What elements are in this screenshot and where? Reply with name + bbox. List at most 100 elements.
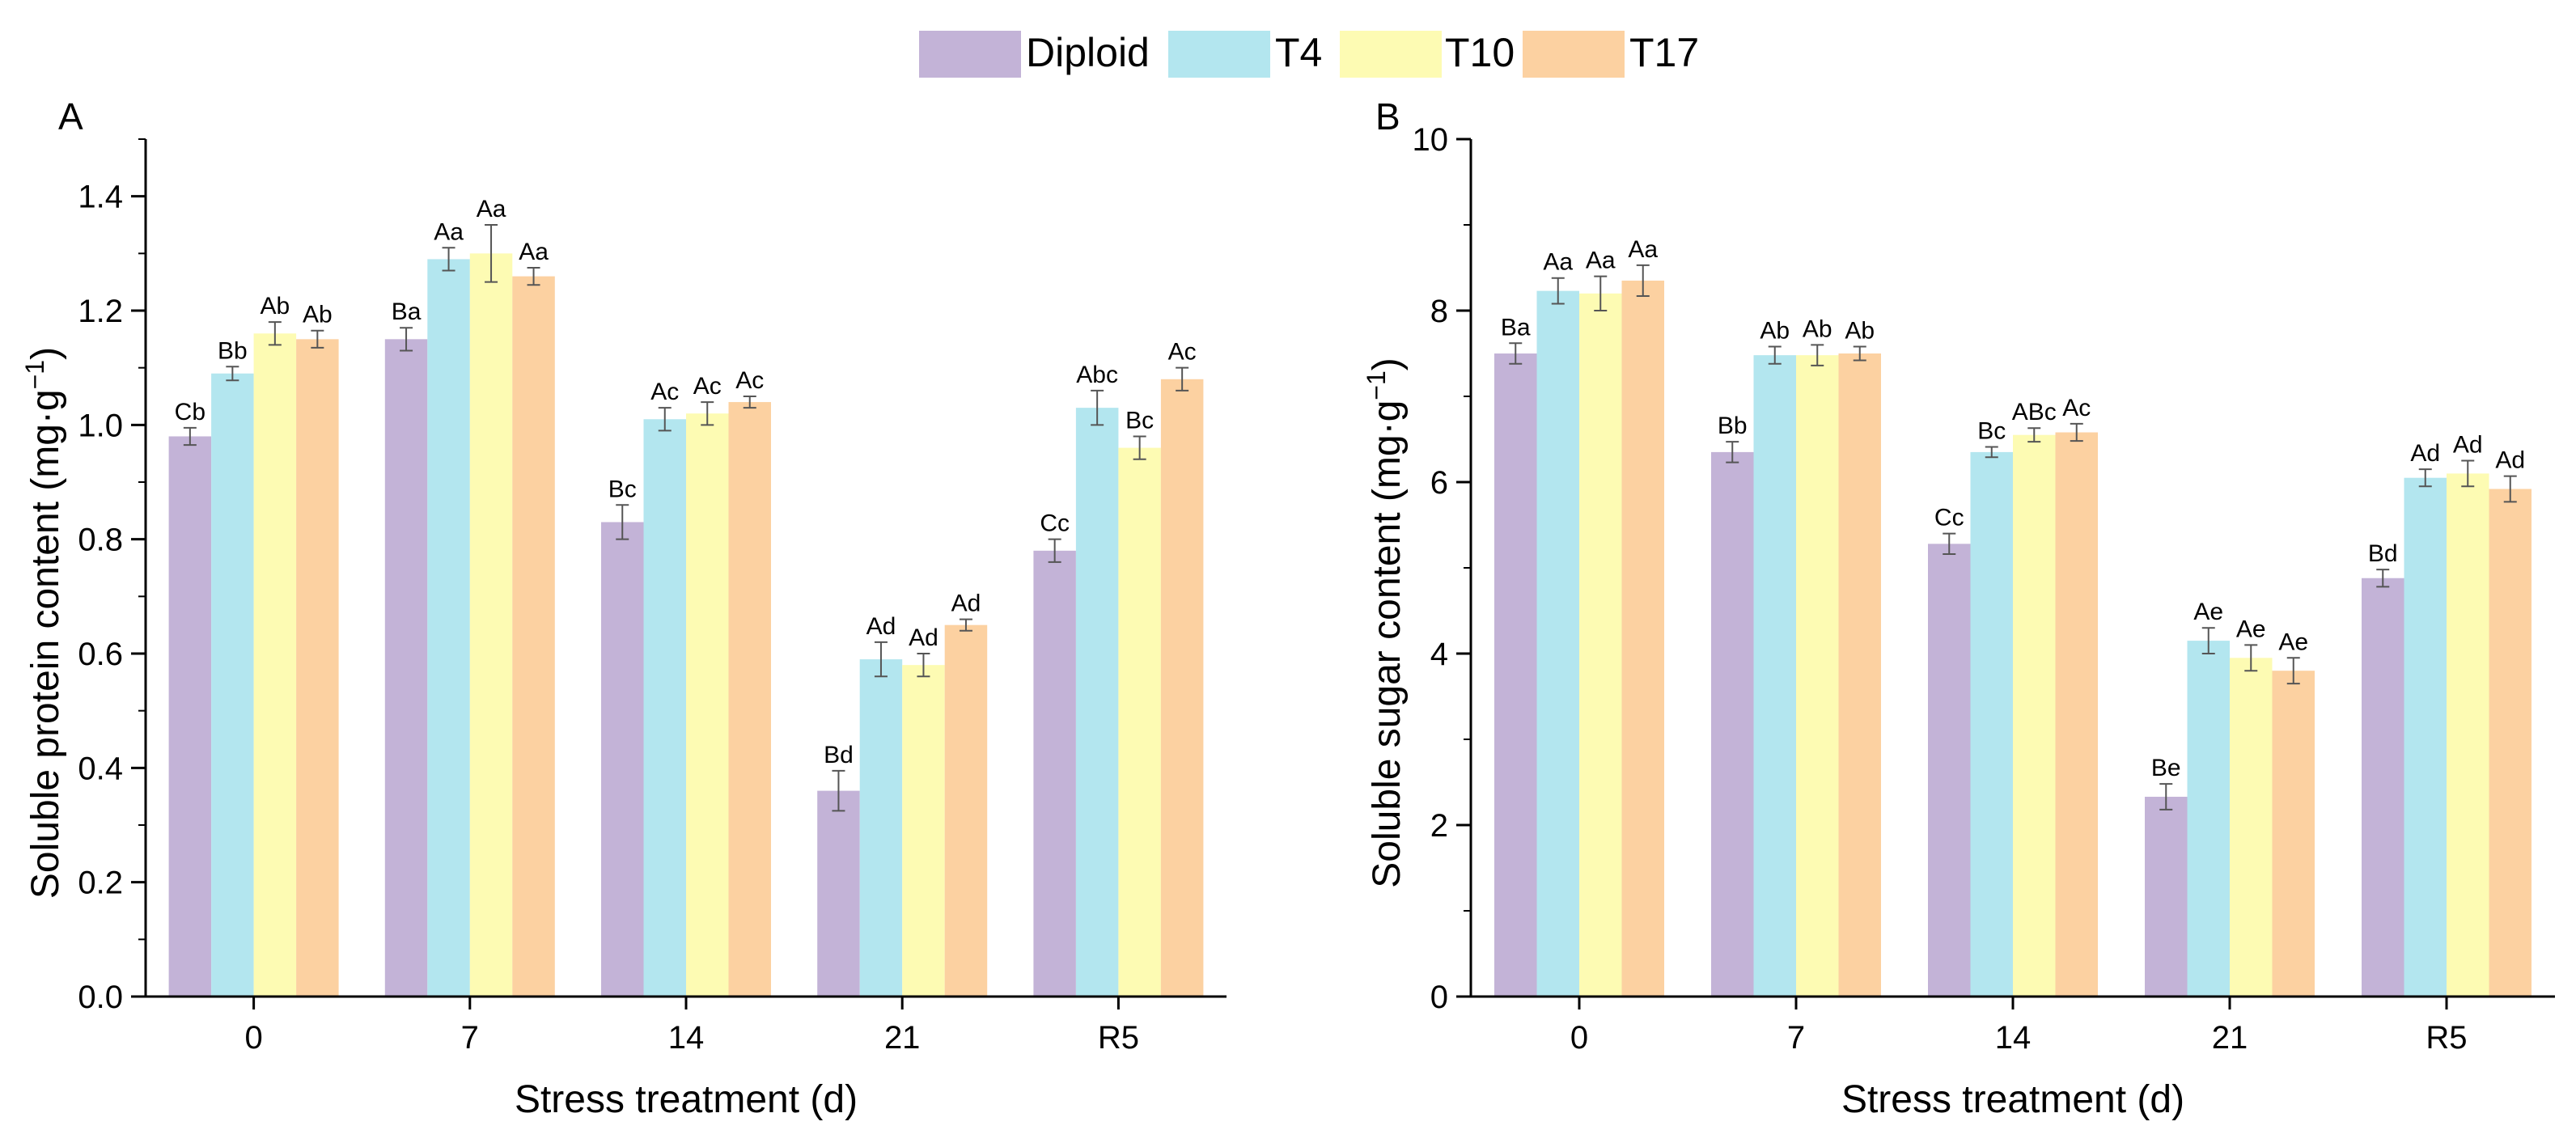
panel-a-error-bar-t10-r5	[1133, 435, 1146, 460]
panel-a-error-bar-diploid-21	[832, 769, 845, 812]
panel-a-bar-diploid-7	[384, 339, 428, 997]
panel-a: A Soluble protein content (mg·g−1) Stres…	[20, 95, 1227, 1121]
panel-b-error-bar-t10-14	[2027, 427, 2041, 443]
panel-b-bar-t17-7	[1838, 353, 1881, 997]
panel-b-bar-diploid-r5	[2362, 578, 2404, 997]
panel-b-error-bar-t17-7	[1853, 345, 1866, 362]
panel-a-error-bar-t4-21	[874, 641, 888, 678]
panel-b-sig-label-t10-21: Ae	[2236, 616, 2266, 642]
panel-a-bar-t10-0	[253, 333, 297, 997]
legend-entry-t17: T17	[1523, 30, 1699, 78]
panel-b-error-bar-t10-21	[2244, 644, 2258, 672]
panel-a-error-bar-t4-7	[442, 247, 455, 272]
panel-b-error-bar-t4-14	[1985, 446, 1998, 459]
panel-a-error-bar-t4-14	[658, 407, 672, 432]
panel-b-sig-label-t17-7: Ab	[1845, 318, 1875, 345]
panel-b-sig-label-t4-14: Bc	[1977, 418, 2006, 445]
panel-b-error-bar-t17-r5	[2503, 475, 2517, 503]
panel-a-x-tick-label-21: 21	[884, 1020, 921, 1056]
panel-a-bar-t17-0	[296, 339, 339, 997]
panel-a-error-bar-t17-r5	[1176, 366, 1189, 392]
panel-b-error-bar-t10-r5	[2461, 459, 2475, 488]
panel-b-bar-t17-14	[2055, 432, 2098, 997]
panel-b-x-tick-label-14: 14	[1995, 1020, 2032, 1056]
legend-label-diploid: Diploid	[1026, 30, 1150, 75]
panel-a-bar-t17-r5	[1160, 379, 1204, 997]
panel-a-y-tick-label: 0.8	[78, 523, 123, 558]
panel-a-bar-t4-21	[859, 659, 903, 997]
panel-a-label: A	[58, 95, 83, 138]
panel-b-bar-t4-r5	[2404, 477, 2447, 997]
panel-a-error-bar-t17-14	[743, 396, 756, 409]
panel-b-sig-label-diploid-r5: Bd	[2368, 540, 2398, 567]
panel-b-sig-label-t10-14: ABc	[2012, 399, 2057, 425]
panel-a-sig-label-t10-0: Ab	[260, 293, 290, 320]
panel-a-error-bar-t10-14	[701, 401, 714, 426]
panel-b-bar-diploid-21	[2145, 797, 2188, 997]
panel-a-sig-label-diploid-r5: Cc	[1040, 510, 1070, 537]
panel-a-sig-label-t4-21: Ad	[866, 613, 896, 640]
panel-a-sig-label-diploid-0: Cb	[175, 399, 205, 425]
panel-b-error-bar-t4-0	[1551, 277, 1565, 305]
legend-entry-diploid: Diploid	[919, 30, 1150, 78]
panel-b-bar-t4-14	[1970, 451, 2013, 997]
panel-b-error-bar-t17-21	[2286, 657, 2300, 685]
panel-a-bar-t4-r5	[1075, 408, 1119, 997]
panel-a-bar-t17-7	[512, 276, 555, 997]
panel-b-bar-t10-14	[2013, 434, 2056, 997]
panel-b-y-tick-label: 6	[1430, 465, 1448, 501]
panel-b-sig-label-diploid-21: Be	[2151, 755, 2181, 781]
panel-a-y-tick-label: 1.0	[78, 408, 123, 443]
panel-a-sig-label-t17-7: Aa	[519, 239, 549, 265]
panel-b-sig-label-diploid-0: Ba	[1501, 314, 1531, 341]
panel-b-y-tick-label: 10	[1413, 122, 1449, 158]
panel-a-sig-label-t4-r5: Abc	[1076, 362, 1118, 388]
panel-b-error-bar-t4-r5	[2418, 468, 2432, 488]
panel-a-bar-t10-7	[469, 253, 513, 997]
panel-a-bar-diploid-14	[601, 522, 644, 997]
panel-a-error-bar-t10-21	[917, 653, 930, 678]
panel-a-y-tick-label: 0.2	[78, 866, 123, 901]
panel-a-y-tick-label: 0.0	[78, 980, 123, 1015]
panel-a-bar-diploid-0	[168, 436, 212, 997]
panel-a-x-tick-label-14: 14	[668, 1020, 705, 1056]
panel-b-y-axis-title-main: Soluble sugar content (mg·g	[1366, 400, 1409, 888]
panel-b-sig-label-t17-r5: Ad	[2495, 447, 2525, 474]
panel-b-sig-label-t17-14: Ac	[2062, 395, 2091, 421]
panel-a-sig-label-t4-7: Aa	[434, 218, 464, 245]
panel-b-bar-t17-0	[1621, 280, 1664, 997]
panel-a-x-axis-title: Stress treatment (d)	[515, 1078, 858, 1121]
panel-b-x-tick-label-21: 21	[2212, 1020, 2248, 1056]
panel-b-bar-t10-r5	[2447, 473, 2489, 997]
panel-b-bar-diploid-0	[1494, 353, 1537, 997]
panel-a-y-axis-title: Soluble protein content (mg·g−1)	[20, 347, 67, 899]
panel-b-sig-label-t4-21: Ae	[2193, 599, 2223, 625]
panel-a-sig-label-t4-14: Ac	[650, 379, 679, 405]
panel-a-y-tick-label: 0.6	[78, 637, 123, 672]
panel-b-bar-t4-0	[1536, 290, 1579, 997]
panel-a-x-tick-label-0: 0	[244, 1020, 262, 1056]
panel-a-bar-t10-14	[686, 413, 729, 997]
legend: Diploid T4 T10 T17	[919, 30, 1699, 78]
panel-b-bar-t4-21	[2187, 641, 2230, 997]
panel-b-bar-diploid-7	[1711, 451, 1754, 997]
panel-a-y-axis-title-close: )	[24, 347, 67, 360]
panel-a-bar-t10-r5	[1118, 447, 1161, 997]
panel-a-plot: Cb Bb Ab Ab 0 Ba Aa Aa Aa 7 Bc Ac Ac Ac 14 Bd Ad Ad Ad 21 Cc…	[78, 138, 1227, 1056]
legend-swatch-t17	[1523, 31, 1625, 78]
legend-swatch-t10	[1340, 31, 1442, 78]
panel-b-label: B	[1375, 95, 1400, 138]
panel-b-sig-label-t17-0: Aa	[1628, 236, 1658, 263]
panel-a-error-bar-t4-0	[226, 366, 239, 382]
panel-b-sig-label-t4-0: Aa	[1543, 249, 1573, 276]
panel-b-y-tick-label: 0	[1430, 980, 1448, 1015]
panel-a-sig-label-t17-21: Ad	[951, 590, 981, 617]
panel-a-sig-label-t10-7: Aa	[477, 196, 506, 222]
panel-b-sig-label-t4-7: Ab	[1760, 318, 1790, 345]
panel-b-sig-label-diploid-14: Cc	[1934, 505, 1964, 531]
panel-a-error-bar-t17-21	[959, 618, 972, 632]
panel-a-sig-label-diploid-14: Bc	[608, 476, 637, 502]
panel-b-y-tick-label: 4	[1430, 637, 1448, 672]
panel-a-bar-t17-21	[944, 624, 988, 997]
